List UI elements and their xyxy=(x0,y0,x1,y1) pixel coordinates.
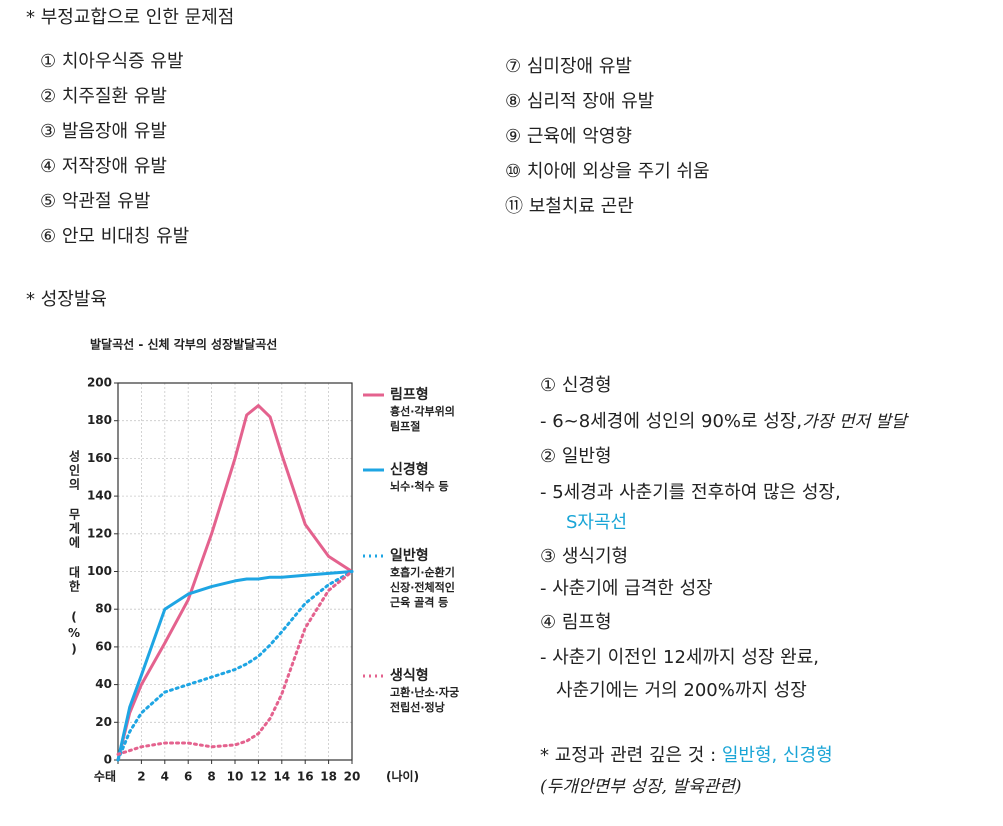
note-line: ④ 림프형 xyxy=(540,612,612,633)
series-line xyxy=(116,404,354,762)
note-line: 사춘기에는 거의 200%까지 성장 xyxy=(556,680,807,701)
y-tick-label: 100 xyxy=(87,564,112,578)
list-item: ⑧ 심리적 장애 유발 xyxy=(505,91,654,112)
series-line xyxy=(116,570,354,762)
note-line: ③ 생식기형 xyxy=(540,546,628,567)
handwritten-note: 가장 먼저 발달 xyxy=(802,412,909,432)
x-tick-label: 6 xyxy=(184,770,192,784)
note-line: (두개안면부 성장, 발육관련) xyxy=(540,777,742,797)
note-text: ④ 림프형 xyxy=(540,612,612,633)
list-item: ② 치주질환 유발 xyxy=(40,86,167,107)
legend-description: 흉선·각부위의 xyxy=(390,404,455,418)
x-tick-label: 16 xyxy=(297,770,314,784)
series-line xyxy=(116,570,354,756)
x-tick-label: 12 xyxy=(250,770,267,784)
y-tick-label: 140 xyxy=(87,489,112,503)
note-text: - 6~8세경에 성인의 90%로 성장, xyxy=(540,411,802,432)
y-tick-label: 60 xyxy=(95,639,112,653)
legend-label: 일반형 xyxy=(390,547,429,564)
y-tick-label: 80 xyxy=(95,602,112,616)
y-tick-label: 180 xyxy=(87,413,112,427)
note-text: - 사춘기 이전인 12세까지 성장 완료, xyxy=(540,647,819,668)
y-tick-label: 200 xyxy=(87,376,112,390)
note-line: - 5세경과 사춘기를 전후하여 많은 성장, xyxy=(540,482,841,503)
note-text: * 교정과 관련 깊은 것 : xyxy=(540,745,722,766)
series-line xyxy=(116,570,354,762)
list-item: ⑨ 근육에 악영향 xyxy=(505,126,632,147)
y-tick-label: 120 xyxy=(87,526,112,540)
x-tick-label: 4 xyxy=(161,770,169,784)
list-item: ⑥ 안모 비대칭 유발 xyxy=(40,226,189,247)
note-line: ② 일반형 xyxy=(540,446,612,467)
list-item: ① 치아우식증 유발 xyxy=(40,51,184,72)
legend-description: 고환·난소·자궁 xyxy=(390,685,459,699)
legend-description: 근육 골격 등 xyxy=(390,595,448,609)
list-item: ⑪ 보철치료 곤란 xyxy=(505,196,634,217)
legend-description: 림프절 xyxy=(390,420,420,433)
list-item: ③ 발음장애 유발 xyxy=(40,121,167,142)
y-tick-label: 40 xyxy=(95,677,112,691)
x-tick-label: 18 xyxy=(320,770,337,784)
section-title: * 성장발육 xyxy=(26,289,107,310)
note-line: - 사춘기에 급격한 성장 xyxy=(540,578,713,599)
note-text: ③ 생식기형 xyxy=(540,546,628,567)
x-tick-label: 10 xyxy=(227,770,244,784)
x-tick-label: 14 xyxy=(273,770,290,784)
note-text: 일반형, 신경형 xyxy=(722,745,833,766)
legend-label: 생식형 xyxy=(390,667,429,684)
x-tick-label: 20 xyxy=(344,770,361,784)
note-text: ② 일반형 xyxy=(540,446,612,467)
y-tick-label: 0 xyxy=(104,753,112,767)
chart-title: 발달곡선 - 신체 각부의 성장발달곡선 xyxy=(90,337,277,352)
note-line: - 6~8세경에 성인의 90%로 성장,가장 먼저 발달 xyxy=(540,411,909,432)
note-text: S자곡선 xyxy=(566,512,627,533)
section-title: * 부정교합으로 인한 문제점 xyxy=(26,7,234,28)
note-line: - 사춘기 이전인 12세까지 성장 완료, xyxy=(540,647,819,668)
note-text: ① 신경형 xyxy=(540,375,612,396)
note-text: - 사춘기에 급격한 성장 xyxy=(540,578,713,599)
list-item: ⑤ 악관절 유발 xyxy=(40,191,150,212)
y-axis-label: 성인의 무게에 대한 (%) xyxy=(67,450,81,658)
y-tick-label: 160 xyxy=(87,451,112,465)
legend-label: 신경형 xyxy=(390,461,429,478)
note-line: * 교정과 관련 깊은 것 : 일반형, 신경형 xyxy=(540,745,833,766)
list-item: ⑦ 심미장애 유발 xyxy=(505,56,632,77)
x-tick-label: 2 xyxy=(137,770,145,784)
legend-description: 전립선·정낭 xyxy=(390,700,445,714)
note-line: ① 신경형 xyxy=(540,375,612,396)
note-line: S자곡선 xyxy=(566,512,627,533)
x-tick-label: 8 xyxy=(207,770,215,784)
x-axis-label: (나이) xyxy=(386,769,419,784)
list-item: ④ 저작장애 유발 xyxy=(40,156,167,177)
note-text: 사춘기에는 거의 200%까지 성장 xyxy=(556,680,807,701)
x-tick-label: 수태 xyxy=(94,769,116,784)
legend-description: 신장·전체적인 xyxy=(390,580,455,594)
note-text: - 5세경과 사춘기를 전후하여 많은 성장, xyxy=(540,482,841,503)
y-tick-label: 20 xyxy=(95,715,112,729)
handwritten-note: (두개안면부 성장, 발육관련) xyxy=(540,777,742,797)
list-item: ⑩ 치아에 외상을 주기 쉬움 xyxy=(505,161,710,182)
legend-description: 뇌수·척수 등 xyxy=(390,479,449,493)
legend-label: 림프형 xyxy=(390,386,429,403)
legend-description: 호흡기·순환기 xyxy=(390,565,455,579)
